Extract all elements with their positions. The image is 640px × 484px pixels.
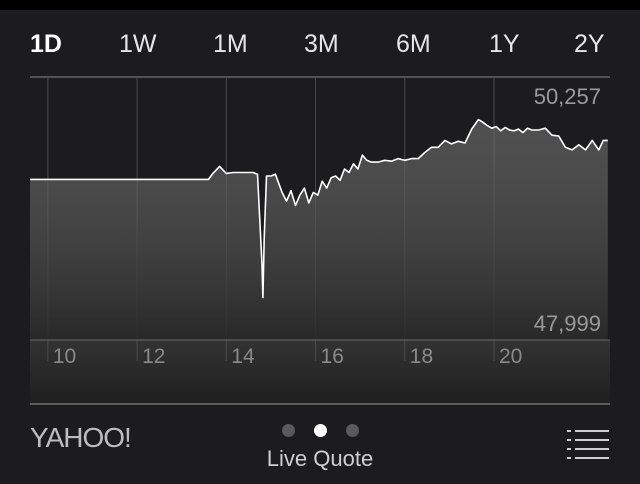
page-dot-1[interactable] (282, 424, 295, 437)
range-tab-1m[interactable]: 1M (213, 30, 248, 58)
footer: YAHOO! Live Quote (0, 404, 640, 484)
page-dot-3[interactable] (346, 424, 359, 437)
page-dot-2[interactable] (314, 424, 327, 437)
range-tab-6m[interactable]: 6M (396, 30, 431, 58)
range-tab-1w[interactable]: 1W (119, 30, 157, 58)
range-tab-1y[interactable]: 1Y (489, 30, 520, 58)
chart-area-fill (30, 119, 608, 340)
x-tick-label: 12 (142, 345, 165, 368)
list-menu-icon[interactable] (566, 428, 610, 462)
x-tick-label: 20 (499, 345, 522, 368)
x-tick-label: 18 (410, 345, 433, 368)
range-tab-3m[interactable]: 3M (304, 30, 339, 58)
x-tick-label: 14 (231, 345, 255, 368)
stock-chart[interactable]: 50,257 47,999 10 12 14 16 18 20 (0, 76, 640, 406)
page-indicator (278, 424, 368, 438)
range-tab-2y[interactable]: 2Y (574, 30, 605, 58)
status-bar-strip (0, 0, 640, 10)
x-tick-label: 10 (53, 345, 76, 368)
x-tick-label: 16 (321, 345, 344, 368)
chart-x-axis-band (30, 340, 610, 404)
chart-price-line (30, 118, 608, 299)
y-max-label: 50,257 (534, 84, 601, 109)
y-min-label: 47,999 (534, 311, 601, 336)
range-tab-1d[interactable]: 1D (30, 30, 62, 58)
yahoo-logo[interactable]: YAHOO! (30, 422, 132, 453)
live-quote-label: Live Quote (266, 446, 374, 471)
range-selector: 1D 1W 1M 3M 6M 1Y 2Y (0, 28, 640, 64)
x-axis-ticks: 10 12 14 16 18 20 (53, 345, 523, 368)
